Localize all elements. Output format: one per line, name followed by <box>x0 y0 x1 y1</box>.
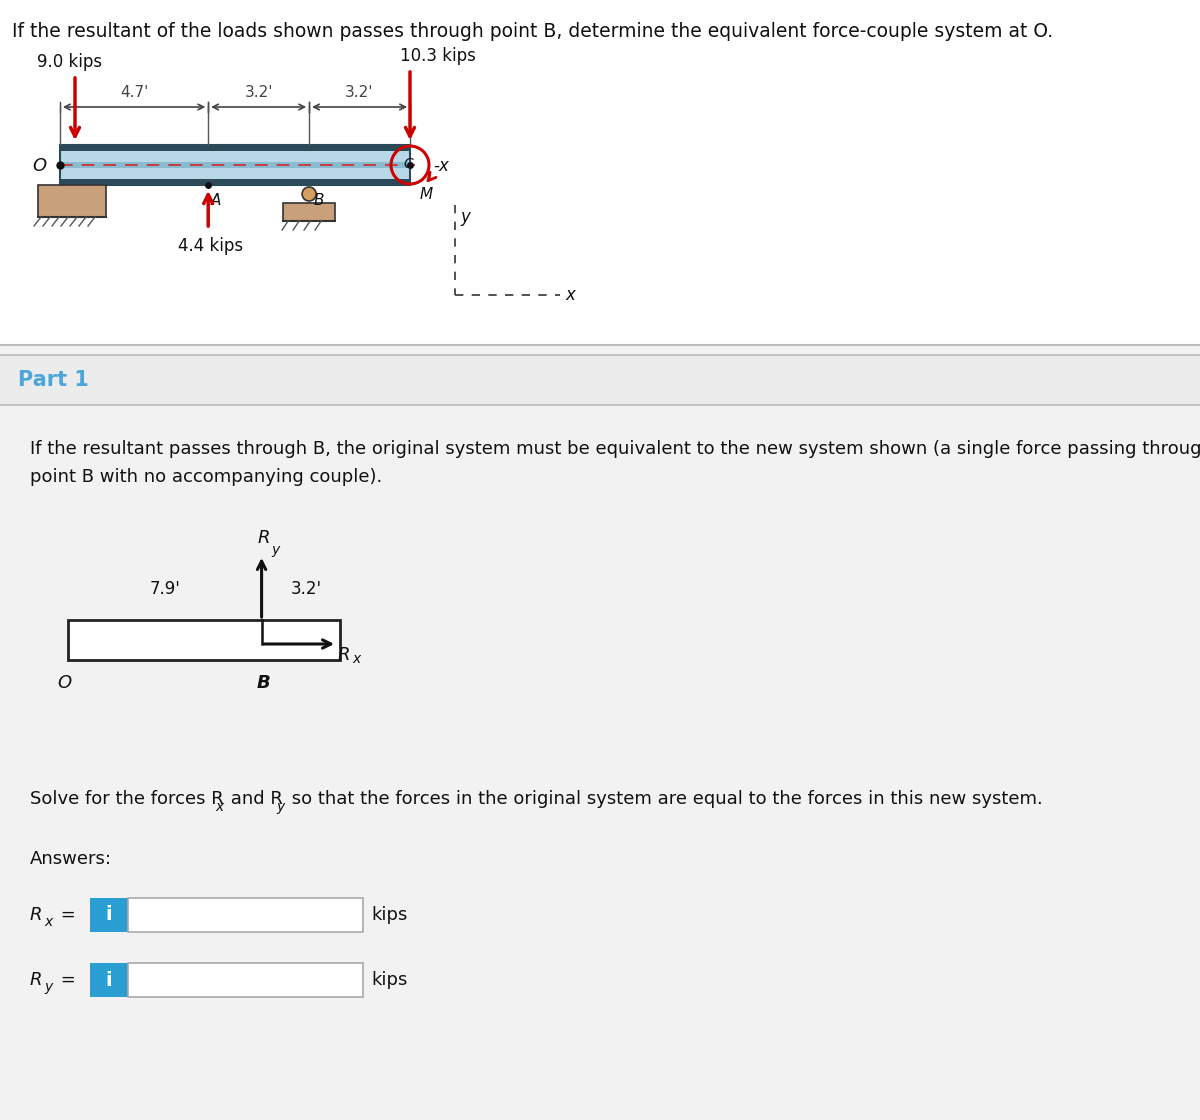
Bar <box>60 144 410 185</box>
Bar <box>60 179 410 185</box>
Text: O: O <box>32 157 46 175</box>
Text: i: i <box>106 971 113 989</box>
Text: 9.0 kips: 9.0 kips <box>37 53 102 71</box>
Text: y: y <box>271 543 280 557</box>
Bar <box>0 345 1200 1120</box>
Text: =: = <box>55 906 76 924</box>
Circle shape <box>302 187 316 200</box>
Bar <box>60 162 410 168</box>
Text: 3.2': 3.2' <box>346 85 373 100</box>
Text: Solve for the forces R: Solve for the forces R <box>30 790 223 808</box>
Bar <box>90 898 128 932</box>
Text: 10.3 kips: 10.3 kips <box>400 47 476 65</box>
Text: 4.7': 4.7' <box>120 85 149 100</box>
Bar <box>283 203 335 221</box>
Text: R: R <box>30 971 42 989</box>
Text: y: y <box>460 208 470 226</box>
Bar <box>128 963 364 997</box>
Text: y: y <box>44 980 53 995</box>
Text: Part 1: Part 1 <box>18 370 89 390</box>
Text: x: x <box>215 800 223 814</box>
Text: 7.9': 7.9' <box>149 580 180 598</box>
Text: kips: kips <box>371 971 407 989</box>
Text: 3.2': 3.2' <box>245 85 272 100</box>
Text: C: C <box>403 157 413 171</box>
Text: x: x <box>565 286 575 304</box>
Bar <box>60 144 410 151</box>
Text: i: i <box>106 905 113 924</box>
Text: If the resultant passes through B, the original system must be equivalent to the: If the resultant passes through B, the o… <box>30 440 1200 458</box>
Text: R: R <box>30 906 42 924</box>
Bar <box>0 0 1200 345</box>
Text: kips: kips <box>371 906 407 924</box>
Text: Answers:: Answers: <box>30 850 112 868</box>
Text: M: M <box>420 187 433 202</box>
Text: 3.2': 3.2' <box>290 580 322 598</box>
Text: point B with no accompanying couple).: point B with no accompanying couple). <box>30 468 383 486</box>
Text: R: R <box>338 646 350 664</box>
Bar <box>68 620 340 660</box>
Text: so that the forces in the original system are equal to the forces in this new sy: so that the forces in the original syste… <box>286 790 1043 808</box>
Bar <box>128 898 364 932</box>
Bar <box>38 185 106 217</box>
Text: R: R <box>258 529 270 547</box>
Text: x: x <box>352 652 360 666</box>
Text: O: O <box>56 674 71 692</box>
Text: B: B <box>257 674 270 692</box>
Bar <box>90 963 128 997</box>
Text: B: B <box>313 193 324 208</box>
Text: 4.4 kips: 4.4 kips <box>178 237 244 255</box>
Text: -x: -x <box>433 157 449 175</box>
Text: x: x <box>44 915 53 928</box>
Text: If the resultant of the loads shown passes through point B, determine the equiva: If the resultant of the loads shown pass… <box>12 22 1054 41</box>
Text: =: = <box>55 971 76 989</box>
Bar <box>60 144 410 185</box>
Text: A: A <box>211 193 222 208</box>
Text: y: y <box>276 800 284 814</box>
Bar <box>0 355 1200 405</box>
Text: and R: and R <box>226 790 283 808</box>
